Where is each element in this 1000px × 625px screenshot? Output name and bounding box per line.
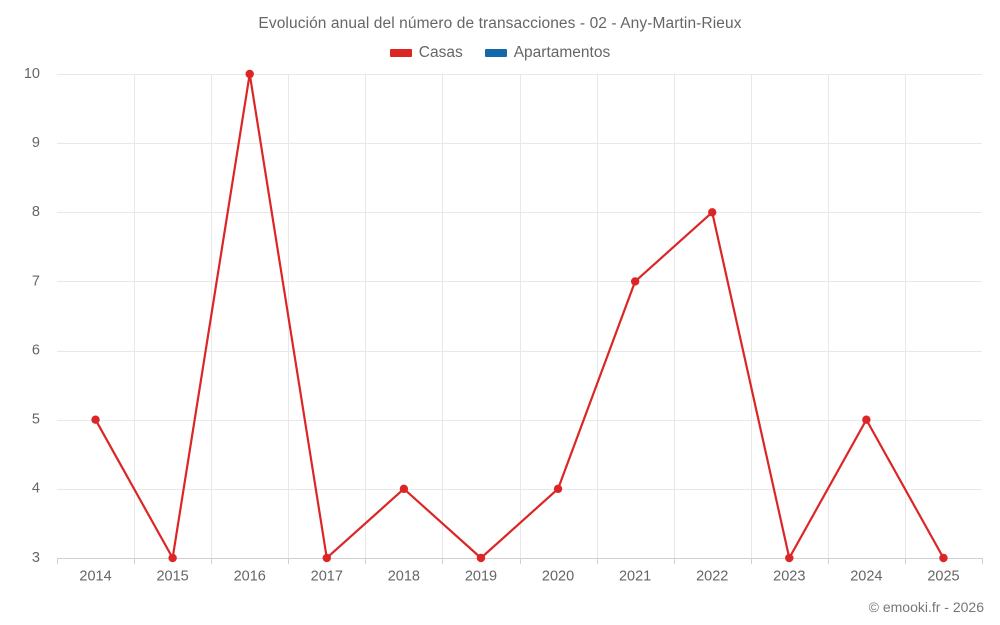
footer-credit: © emooki.fr - 2026 — [868, 599, 984, 615]
chart-legend: Casas Apartamentos — [0, 44, 1000, 62]
series-line-casas — [94, 73, 945, 562]
y-tick-label: 5 — [32, 412, 40, 428]
series-casas — [91, 69, 948, 563]
axis-layer — [57, 558, 983, 564]
chart-title: Evolución anual del número de transaccio… — [258, 15, 742, 32]
data-point[interactable] — [322, 553, 331, 563]
data-point[interactable] — [168, 553, 177, 563]
y-tick-label: 4 — [32, 481, 40, 497]
y-tick-label: 9 — [32, 135, 40, 151]
data-point[interactable] — [245, 69, 254, 79]
legend-label-apartamentos: Apartamentos — [513, 44, 611, 61]
legend-swatch-apartamentos — [484, 49, 507, 57]
x-tick-label: 2018 — [388, 569, 420, 585]
x-tick-label: 2014 — [79, 569, 111, 585]
data-point[interactable] — [630, 277, 640, 286]
x-tick-label: 2021 — [619, 569, 651, 585]
x-tick-label: 2015 — [156, 569, 188, 585]
legend-item-casas[interactable]: Casas — [389, 44, 463, 62]
x-axis-tick-labels: 2014 2015 2016 2017 2018 2019 2020 2021 2022 2023… — [79, 569, 959, 585]
data-point[interactable] — [476, 553, 486, 563]
x-tick-label: 2020 — [542, 569, 574, 585]
y-tick-label: 10 — [24, 66, 40, 82]
data-point[interactable] — [785, 553, 794, 563]
x-tick-label: 2022 — [696, 569, 728, 585]
y-tick-label: 3 — [32, 550, 40, 566]
x-tick-label: 2019 — [465, 569, 497, 585]
data-point[interactable] — [708, 208, 717, 217]
x-tick-label: 2016 — [234, 569, 266, 585]
data-point[interactable] — [553, 484, 563, 494]
x-tick-label: 2024 — [850, 569, 882, 585]
y-tick-label: 8 — [32, 204, 40, 220]
x-tick-label: 2025 — [927, 569, 959, 585]
data-point[interactable] — [939, 553, 948, 563]
legend-swatch-casas — [389, 49, 412, 57]
data-point[interactable] — [91, 415, 100, 424]
legend-label-casas: Casas — [418, 44, 463, 61]
x-tick-label: 2023 — [773, 569, 805, 585]
data-point[interactable] — [862, 415, 871, 424]
data-point[interactable] — [399, 484, 409, 494]
series-layer — [91, 69, 948, 563]
y-tick-label: 6 — [32, 342, 40, 358]
legend-item-apartamentos[interactable]: Apartamentos — [484, 44, 611, 62]
x-tick-label: 2017 — [311, 569, 343, 585]
grid-layer — [57, 74, 982, 558]
y-tick-label: 7 — [32, 273, 40, 289]
y-axis-tick-labels: 3 4 5 6 7 8 9 10 — [24, 66, 40, 566]
